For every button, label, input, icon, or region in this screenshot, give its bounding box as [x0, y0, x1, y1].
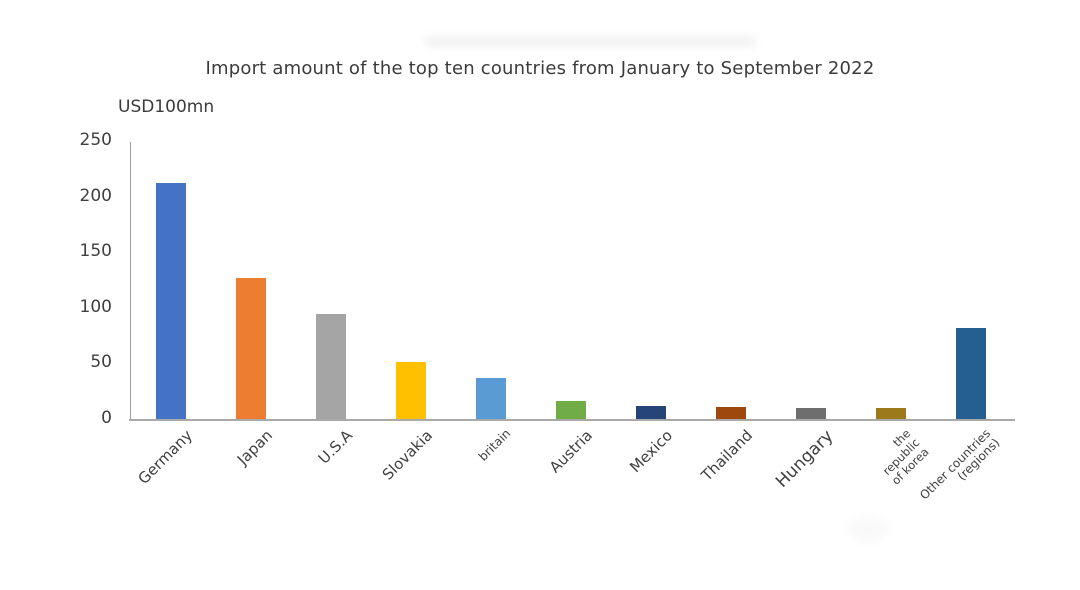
bar-hungary [796, 408, 826, 420]
y-tick-150: 150 [79, 241, 112, 262]
watermark-smudge-top [424, 36, 756, 47]
bar-britain [476, 378, 506, 420]
bar-austria [556, 401, 586, 420]
bar-germany [156, 183, 186, 420]
bar-mexico [636, 406, 666, 420]
bar-other-countries-regions- [956, 328, 986, 420]
bar-the-republic-of-korea [876, 408, 906, 420]
chart-title: Import amount of the top ten countries f… [205, 58, 875, 79]
x-axis-line [129, 419, 1015, 421]
bar-japan [236, 278, 266, 420]
bar-slovakia [396, 362, 426, 420]
y-tick-50: 50 [90, 352, 112, 373]
y-tick-0: 0 [101, 408, 112, 428]
y-tick-200: 200 [79, 185, 112, 206]
y-tick-100: 100 [79, 296, 112, 317]
y-tick-250: 250 [79, 130, 112, 150]
bar-u-s-a [316, 314, 346, 420]
bar-thailand [716, 407, 746, 420]
watermark-smudge-bottom [848, 516, 888, 542]
y-axis-unit-label: USD100mn [118, 97, 215, 117]
plot-area [130, 142, 1011, 420]
x-label-germany: Germany [134, 426, 197, 488]
